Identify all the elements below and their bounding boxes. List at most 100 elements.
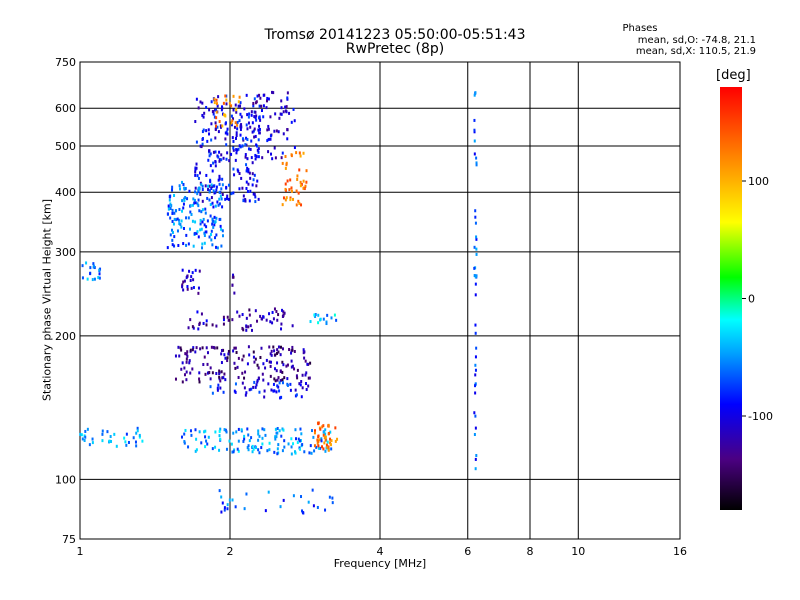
data-point	[172, 222, 175, 226]
data-point	[263, 428, 266, 432]
data-point	[234, 136, 237, 140]
data-point	[266, 139, 269, 143]
data-point	[245, 123, 248, 127]
data-point	[313, 449, 316, 453]
data-point	[234, 158, 237, 162]
data-point	[171, 185, 174, 189]
data-point	[238, 172, 241, 176]
data-point	[267, 97, 270, 101]
data-point	[260, 317, 263, 321]
data-point	[281, 203, 284, 207]
data-point	[217, 203, 220, 207]
data-point	[86, 427, 89, 431]
data-point	[182, 226, 185, 230]
data-point	[222, 156, 225, 160]
data-point	[260, 446, 263, 450]
data-point	[190, 275, 193, 279]
data-point	[316, 505, 319, 509]
data-point	[235, 134, 238, 138]
data-point	[247, 444, 250, 448]
data-point	[169, 202, 172, 206]
data-point	[250, 328, 253, 332]
data-point	[237, 147, 240, 151]
data-point	[227, 349, 230, 353]
data-point	[235, 151, 238, 155]
data-point	[178, 207, 181, 211]
data-point	[250, 110, 253, 114]
data-point	[182, 202, 185, 206]
data-point	[208, 190, 211, 194]
data-point	[124, 440, 127, 444]
x-tick-label: 10	[571, 545, 585, 558]
data-point	[284, 166, 287, 170]
data-point	[210, 122, 213, 126]
data-point	[231, 498, 234, 502]
data-point	[220, 187, 223, 191]
data-point	[295, 151, 298, 155]
data-point	[270, 388, 273, 392]
data-point	[183, 441, 186, 445]
data-point	[125, 432, 128, 436]
phase-stats-x: mean, sd,X: 110.5, 21.9	[635, 46, 756, 57]
data-point	[247, 433, 250, 437]
data-point	[219, 194, 222, 198]
data-point	[209, 164, 212, 168]
data-point	[196, 174, 199, 178]
data-point	[174, 354, 177, 358]
data-point	[257, 138, 260, 142]
data-point	[253, 115, 256, 119]
data-point	[197, 204, 200, 208]
data-point	[221, 193, 224, 197]
data-point	[220, 510, 223, 514]
data-point	[216, 104, 219, 108]
data-point	[258, 116, 261, 120]
data-point	[224, 428, 227, 432]
data-point	[171, 238, 174, 242]
data-point	[183, 440, 186, 444]
data-point	[205, 323, 208, 327]
data-point	[237, 439, 240, 443]
data-point	[223, 372, 226, 376]
data-point	[85, 261, 88, 265]
data-points	[79, 90, 478, 515]
data-point	[218, 434, 221, 438]
data-point	[178, 354, 181, 358]
data-point	[194, 220, 197, 224]
data-point	[93, 277, 96, 281]
data-point	[329, 441, 332, 445]
data-point	[250, 436, 253, 440]
y-tick-label: 750	[55, 56, 76, 69]
data-point	[279, 369, 282, 373]
data-point	[222, 348, 225, 352]
data-point	[201, 242, 204, 246]
data-point	[220, 153, 223, 157]
x-axis-label: Frequency [MHz]	[333, 557, 427, 570]
data-point	[236, 120, 239, 124]
data-point	[252, 447, 255, 451]
data-point	[473, 411, 476, 415]
data-point	[237, 356, 240, 360]
data-point	[212, 150, 215, 154]
data-point	[188, 361, 191, 365]
data-point	[216, 246, 219, 250]
data-point	[197, 106, 200, 110]
data-point	[218, 150, 221, 154]
data-point	[289, 198, 292, 202]
data-point	[248, 353, 251, 357]
y-tick-label: 100	[55, 473, 76, 486]
data-point	[474, 391, 477, 395]
data-point	[180, 225, 183, 229]
data-point	[296, 177, 299, 181]
data-point	[279, 379, 282, 383]
data-point	[306, 362, 309, 366]
data-point	[322, 424, 325, 428]
data-point	[178, 218, 181, 222]
data-point	[289, 388, 292, 392]
data-point	[253, 193, 256, 197]
data-point	[261, 442, 264, 446]
data-point	[329, 443, 332, 447]
data-point	[236, 310, 239, 314]
data-point	[176, 229, 179, 233]
data-point	[245, 180, 248, 184]
data-point	[309, 361, 312, 365]
